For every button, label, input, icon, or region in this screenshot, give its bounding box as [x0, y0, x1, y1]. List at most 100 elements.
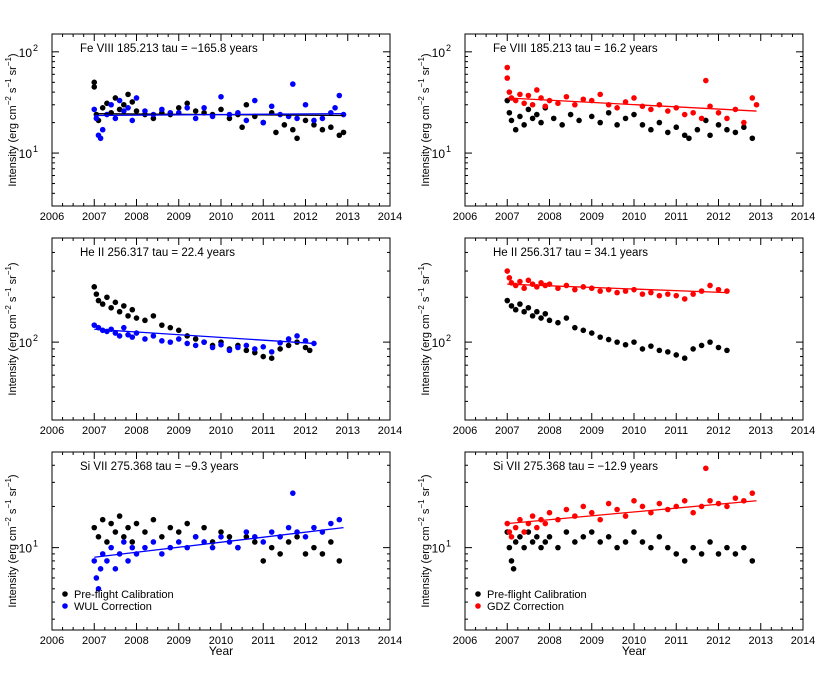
data-point-pre: [521, 122, 527, 128]
y-axis-label-part: Intensity (erg cm: [7, 526, 19, 607]
data-point-wul: [252, 346, 258, 352]
data-point-wul: [243, 117, 250, 124]
data-point-pre: [529, 313, 536, 319]
x-tick-label: 2012: [293, 635, 317, 647]
data-point-pre: [108, 304, 114, 311]
data-point-pre: [749, 135, 756, 142]
y-axis-label-part: s: [7, 296, 19, 305]
y-tick-exponent: 1: [446, 539, 451, 549]
data-point-wul: [302, 101, 309, 108]
series-pre: [504, 297, 730, 361]
y-tick-label: 10: [432, 147, 446, 161]
y-axis-label-part: sr: [420, 66, 432, 79]
data-point-pre: [302, 344, 309, 351]
data-point-pre: [311, 122, 317, 128]
data-point-pre: [732, 129, 739, 136]
y-axis-label-part: ): [7, 474, 19, 478]
panel-title: He II 256.317 tau = 34.1 years: [493, 247, 648, 259]
data-point-wul: [290, 81, 296, 87]
data-point-pre: [336, 558, 343, 564]
data-point-wul: [184, 104, 190, 111]
data-point-gdz: [639, 503, 646, 510]
x-tick-label: 2011: [251, 425, 275, 437]
data-point-pre: [724, 126, 730, 133]
x-tick-label: 2014: [791, 425, 815, 437]
data-point-pre: [125, 524, 131, 531]
data-point-pre: [572, 324, 578, 331]
y-tick-label: 10: [19, 336, 33, 350]
x-tick-label: 2012: [293, 211, 317, 223]
data-point-wul: [235, 344, 241, 351]
data-point-pre: [656, 347, 663, 354]
data-point-wul: [95, 586, 102, 592]
x-tick-label: 2007: [495, 635, 519, 647]
data-point-gdz: [656, 500, 663, 507]
data-point-pre: [521, 308, 527, 315]
data-point-pre: [150, 115, 157, 122]
data-point-pre: [104, 539, 110, 545]
data-point-wul: [226, 347, 233, 354]
data-point-pre: [631, 529, 637, 535]
data-point-gdz: [656, 101, 663, 108]
data-point-wul: [99, 126, 106, 133]
legend-label-pre: Pre-flight Calibration: [487, 589, 587, 601]
x-tick-label: 2008: [124, 211, 148, 223]
data-point-gdz: [622, 513, 629, 519]
x-tick-label: 2006: [453, 211, 477, 223]
data-point-pre: [534, 533, 540, 540]
data-point-gdz: [639, 103, 646, 110]
data-point-pre: [506, 109, 513, 116]
data-point-pre: [150, 516, 157, 523]
y-tick-exponent: 1: [33, 539, 38, 549]
plot-frame: [464, 237, 804, 421]
data-point-pre: [690, 346, 696, 352]
data-point-pre: [226, 115, 233, 122]
data-point-pre: [281, 122, 288, 128]
data-point-pre: [268, 355, 275, 361]
data-point-gdz: [724, 115, 730, 122]
data-point-pre: [707, 132, 713, 139]
data-point-gdz: [690, 109, 696, 116]
x-tick-label: 2012: [706, 425, 730, 437]
y-axis-label-part: −1: [417, 78, 426, 88]
data-point-gdz: [648, 289, 654, 296]
y-axis-label-part: sr: [420, 487, 432, 500]
data-point-pre: [243, 347, 250, 354]
data-point-pre: [294, 533, 300, 540]
data-point-pre: [703, 117, 709, 124]
data-point-pre: [226, 533, 233, 540]
series-pre: [91, 284, 313, 361]
data-point-wul: [150, 333, 157, 339]
data-point-pre: [673, 352, 680, 358]
data-point-wul: [108, 326, 114, 333]
data-point-pre: [95, 533, 102, 540]
data-point-wul: [290, 490, 296, 496]
y-tick-label: 10: [19, 542, 33, 556]
data-point-wul: [192, 533, 199, 540]
x-tick-label: 2010: [209, 425, 233, 437]
data-point-gdz: [517, 278, 523, 285]
data-point-pre: [567, 111, 574, 118]
data-point-wul: [201, 339, 207, 345]
x-tick-label: 2006: [453, 635, 477, 647]
y-axis-label-part: −2: [4, 517, 13, 527]
y-axis-label-part: −1: [4, 499, 13, 509]
data-point-pre: [91, 79, 98, 86]
data-point-wul: [218, 533, 224, 540]
data-point-gdz: [512, 97, 519, 104]
data-point-gdz: [546, 509, 553, 516]
data-point-gdz: [614, 289, 620, 296]
x-tick-label: 2006: [40, 211, 64, 223]
data-point-pre: [218, 529, 224, 535]
series-pre: [504, 529, 756, 572]
data-point-pre: [104, 100, 110, 107]
data-point-pre: [694, 126, 701, 133]
data-point-wul: [319, 115, 326, 122]
data-point-gdz: [555, 100, 561, 107]
data-point-pre: [167, 524, 174, 531]
x-tick-label: 2009: [580, 211, 604, 223]
data-point-wul: [112, 115, 119, 122]
data-point-wul: [243, 529, 250, 535]
y-axis-label-part: sr: [7, 487, 19, 500]
